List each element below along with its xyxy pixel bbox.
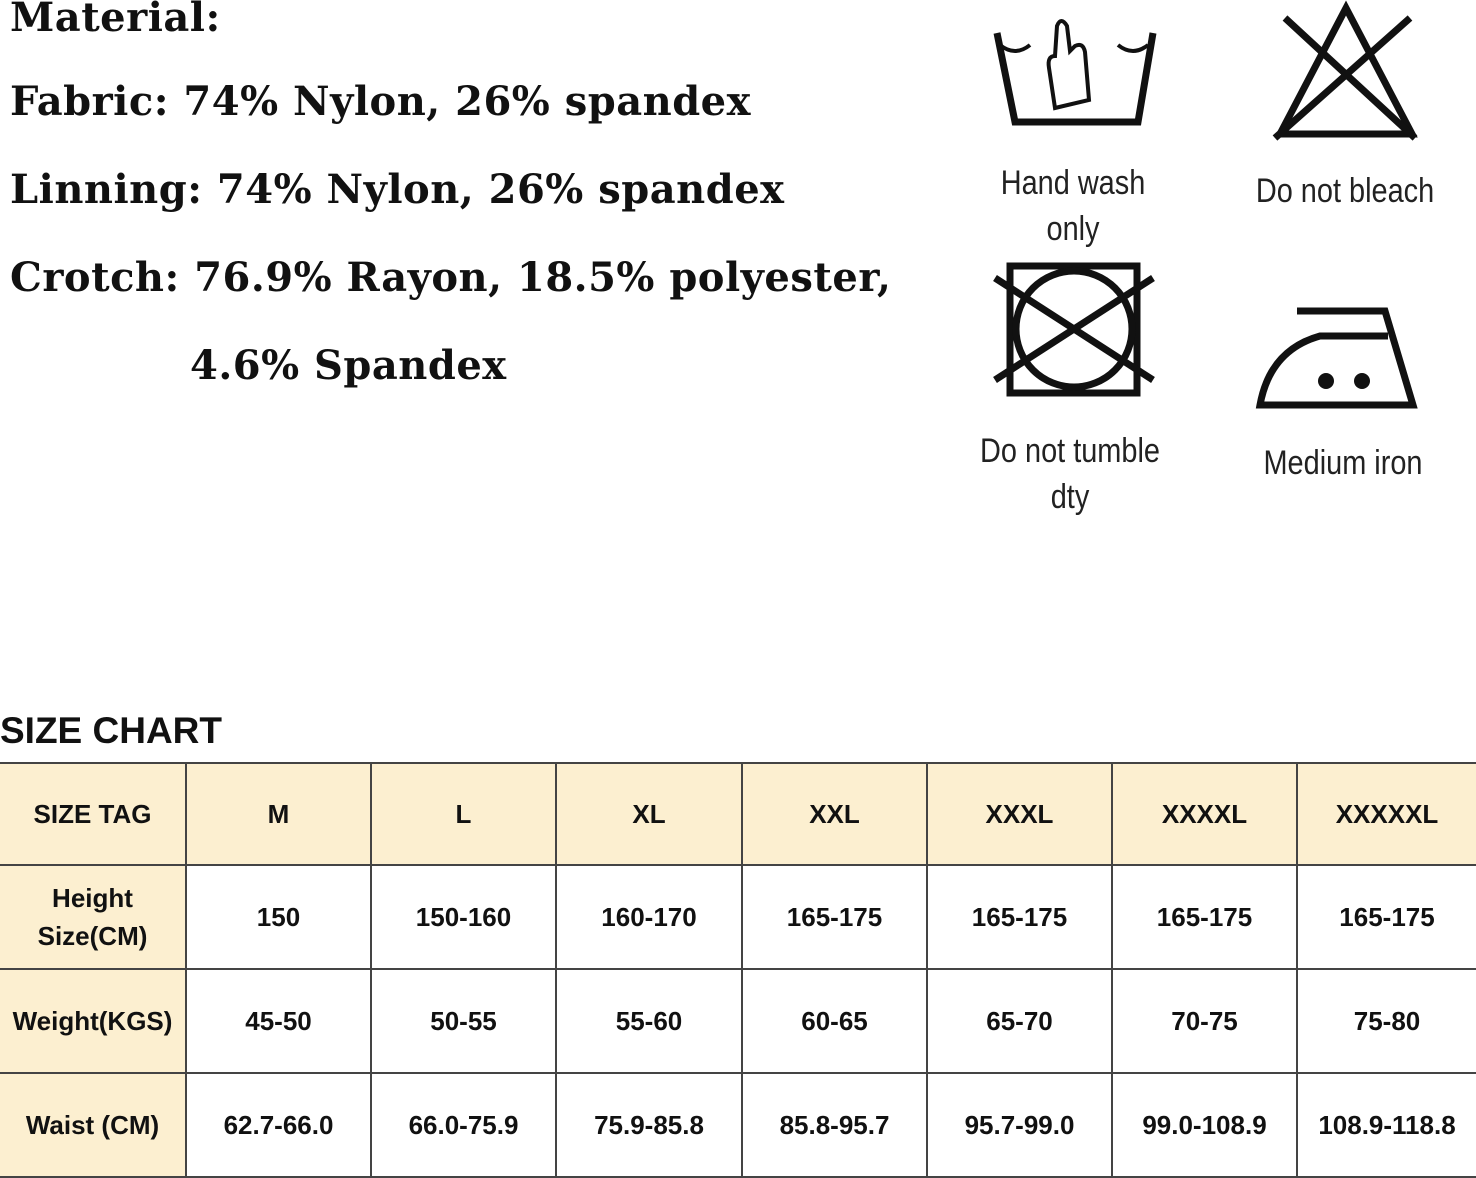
- table-cell: 66.0-75.9: [372, 1074, 557, 1178]
- size-chart-title: SIZE CHART: [0, 710, 222, 751]
- row-header-cell: Weight(KGS): [0, 970, 187, 1074]
- table-cell: 50-55: [372, 970, 557, 1074]
- material-line: Fabric: 74% Nylon, 26% spandex: [10, 78, 751, 125]
- table-cell: 65-70: [928, 970, 1113, 1074]
- header-cell: SIZE TAG: [0, 762, 187, 866]
- header-cell: XL: [557, 762, 743, 866]
- care-label: Hand wash only: [1000, 164, 1146, 248]
- table-cell: 70-75: [1113, 970, 1298, 1074]
- material-line: 4.6% Spandex: [190, 342, 507, 389]
- table-cell: 165-175: [743, 866, 928, 970]
- material-title: Material:: [10, 0, 221, 41]
- header-cell: L: [372, 762, 557, 866]
- care-icons: [993, 0, 1418, 409]
- no-tumble-dry-icon: [993, 262, 1155, 397]
- material-line: Linning: 74% Nylon, 26% spandex: [10, 166, 785, 213]
- material-line: Crotch: 76.9% Rayon, 18.5% polyester,: [10, 254, 892, 301]
- table-cell: 60-65: [743, 970, 928, 1074]
- care-label: Medium iron: [1263, 444, 1423, 482]
- table-cell: 165-175: [928, 866, 1113, 970]
- no-bleach-icon: [1272, 0, 1418, 141]
- table-cell: 108.9-118.8: [1298, 1074, 1476, 1178]
- table-cell: 95.7-99.0: [928, 1074, 1113, 1178]
- care-label: Do not bleach: [1255, 172, 1435, 210]
- table-cell: 99.0-108.9: [1113, 1074, 1298, 1178]
- header-cell: XXXXXL: [1298, 762, 1476, 866]
- table-cell: 150: [187, 866, 372, 970]
- table-cell: 55-60: [557, 970, 743, 1074]
- table-cell: 150-160: [372, 866, 557, 970]
- table-cell: 85.8-95.7: [743, 1074, 928, 1178]
- table-cell: 75.9-85.8: [557, 1074, 743, 1178]
- row-header-cell: Waist (CM): [0, 1074, 187, 1178]
- header-cell: XXL: [743, 762, 928, 866]
- table-cell: 75-80: [1298, 970, 1476, 1074]
- header-cell: XXXXL: [1113, 762, 1298, 866]
- table-cell: 160-170: [557, 866, 743, 970]
- row-header-cell: Height Size(CM): [0, 866, 187, 970]
- care-label: Do not tumble dty: [980, 432, 1160, 516]
- table-cell: 62.7-66.0: [187, 1074, 372, 1178]
- header-cell: XXXL: [928, 762, 1113, 866]
- table-cell: 45-50: [187, 970, 372, 1074]
- table-cell: 165-175: [1298, 866, 1476, 970]
- iron-icon: [1255, 307, 1418, 409]
- header-cell: M: [187, 762, 372, 866]
- table-cell: 165-175: [1113, 866, 1298, 970]
- hand-wash-icon: [993, 19, 1157, 126]
